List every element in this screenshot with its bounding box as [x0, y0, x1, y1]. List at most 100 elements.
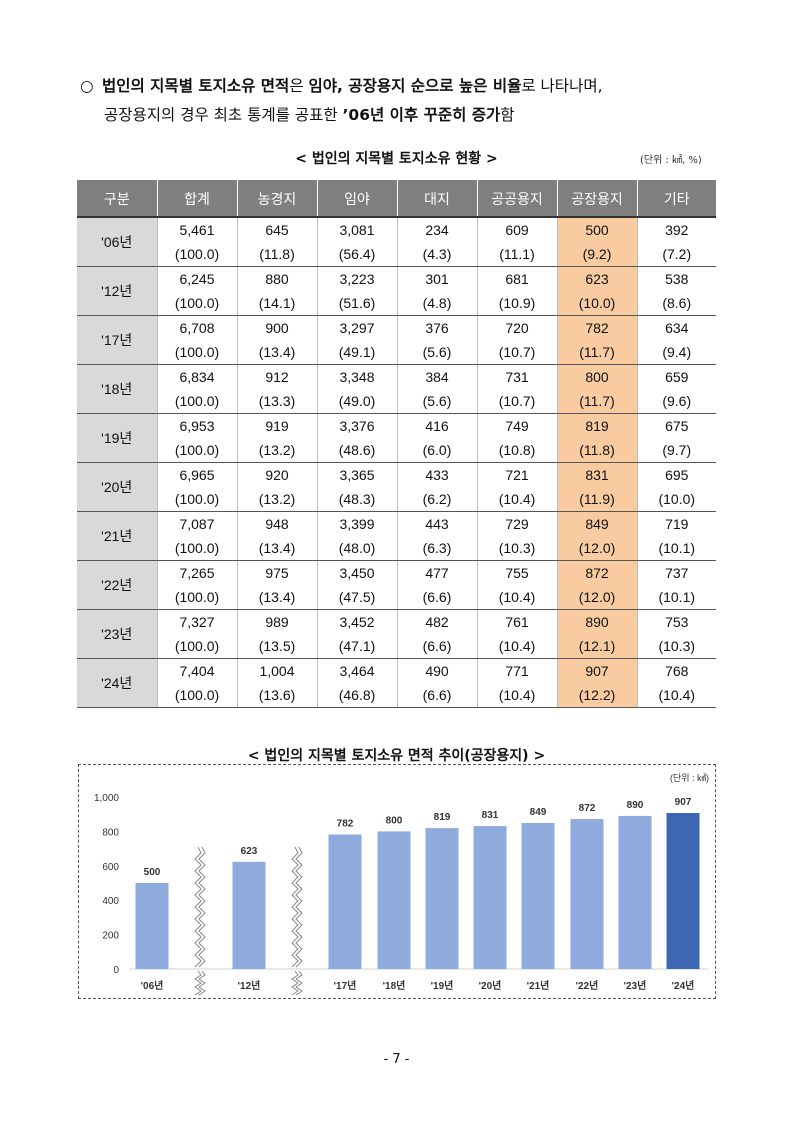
value-cell: 880	[236, 266, 318, 291]
percent-cell: (11.1)	[476, 242, 558, 267]
value-cell: 482	[396, 609, 478, 634]
percent-cell: (48.6)	[316, 438, 398, 463]
value-cell: 731	[476, 364, 558, 389]
value-cell: 681	[476, 266, 558, 291]
value-cell: 782	[556, 315, 638, 340]
value-cell: 7,087	[156, 511, 238, 536]
value-cell: 890	[556, 609, 638, 634]
percent-cell: (100.0)	[156, 634, 238, 659]
table-header-cell: 임야	[316, 180, 398, 218]
table-row-percent: (100.0) (13.3) (49.0) (5.6) (10.7) (11.7) (9.6…	[77, 389, 716, 414]
bullet-mark: ○	[80, 77, 94, 95]
value-cell: 849	[556, 511, 638, 536]
year-cell: '17년	[77, 315, 158, 365]
y-tick-label: 600	[102, 862, 119, 873]
bar	[377, 831, 411, 969]
percent-cell: (100.0)	[156, 585, 238, 610]
table-row: '19년 6,953 919 3,376 416 749 819 675	[77, 413, 716, 463]
value-cell: 761	[476, 609, 558, 634]
percent-cell: (11.8)	[556, 438, 638, 463]
percent-cell: (10.4)	[476, 585, 558, 610]
bar-value-label: 800	[386, 815, 403, 826]
percent-cell: (5.6)	[396, 389, 478, 414]
table-row-percent: (100.0) (13.2) (48.3) (6.2) (10.4) (11.9) (10.…	[77, 487, 716, 512]
percent-cell: (12.0)	[556, 536, 638, 561]
x-tick-label: '17년	[334, 979, 357, 992]
value-cell: 948	[236, 511, 318, 536]
table-row: '21년 7,087 948 3,399 443 729 849 719	[77, 511, 716, 561]
value-cell: 1,004	[236, 658, 318, 683]
value-cell: 749	[476, 413, 558, 438]
percent-cell: (46.8)	[316, 683, 398, 708]
value-cell: 3,223	[316, 266, 398, 291]
chart-unit: (단위 : ㎢)	[670, 773, 709, 783]
value-cell: 6,965	[156, 462, 238, 487]
percent-cell: (11.7)	[556, 340, 638, 365]
value-cell: 912	[236, 364, 318, 389]
table-row-percent: (100.0) (13.4) (47.5) (6.6) (10.4) (12.0) (10.…	[77, 585, 716, 610]
value-cell: 433	[396, 462, 478, 487]
percent-cell: (7.2)	[636, 242, 716, 267]
chart-frame: (단위 : ㎢) 0 200 400 600 800 1,000 500 '06년 623 '12년…	[78, 764, 716, 999]
bar	[135, 883, 169, 969]
bar	[666, 812, 700, 969]
percent-cell: (4.3)	[396, 242, 478, 267]
percent-cell: (13.4)	[236, 536, 318, 561]
summary-line-1: 법인의 지목별 토지소유 면적은 임야, 공장용지 순으로 높은 비율로 나타나…	[80, 72, 730, 101]
percent-cell: (13.2)	[236, 438, 318, 463]
percent-cell: (10.0)	[556, 291, 638, 316]
year-cell: '18년	[77, 364, 158, 414]
table-header-cell: 농경지	[236, 180, 318, 218]
table-header-cell: 합계	[156, 180, 238, 218]
percent-cell: (13.4)	[236, 340, 318, 365]
y-tick-label: 800	[102, 827, 119, 838]
value-cell: 443	[396, 511, 478, 536]
value-cell: 6,708	[156, 315, 238, 340]
value-cell: 768	[636, 658, 716, 683]
table-row: '20년 6,965 920 3,365 433 721 831 695	[77, 462, 716, 512]
percent-cell: (100.0)	[156, 438, 238, 463]
value-cell: 5,461	[156, 217, 238, 242]
percent-cell: (56.4)	[316, 242, 398, 267]
chart-title: < 법인의 지목별 토지소유 면적 추이(공장용지) >	[247, 748, 546, 764]
x-tick-label: '23년	[624, 979, 647, 992]
value-cell: 645	[236, 217, 318, 242]
percent-cell: (48.0)	[316, 536, 398, 561]
percent-cell: (10.4)	[476, 634, 558, 659]
summary-bold-2: 임야, 공장용지 순으로 높은 비율	[308, 77, 522, 95]
percent-cell: (10.4)	[636, 683, 716, 708]
bar-value-label: 890	[627, 800, 644, 811]
table-unit: (단위 : ㎢, %)	[640, 155, 702, 166]
x-tick-label: '19년	[431, 979, 454, 992]
summary-bullet: ○ 법인의 지목별 토지소유 면적은 임야, 공장용지 순으로 높은 비율로 나…	[80, 72, 730, 130]
value-cell: 720	[476, 315, 558, 340]
summary-text-2: 로 나타나며,	[521, 77, 603, 95]
axis-break-mark	[291, 970, 299, 996]
value-cell: 719	[636, 511, 716, 536]
year-cell: '19년	[77, 413, 158, 463]
table-header-cell: 기타	[636, 180, 716, 218]
percent-cell: (100.0)	[156, 389, 238, 414]
percent-cell: (13.2)	[236, 487, 318, 512]
land-ownership-table: 구분 합계 농경지 임야 대지 공공용지 공장용지 기타 '06년 5,461 645 3,081 2…	[77, 180, 716, 708]
percent-cell: (5.6)	[396, 340, 478, 365]
year-cell: '12년	[77, 266, 158, 316]
table-row-percent: (100.0) (13.6) (46.8) (6.6) (10.4) (12.2) (10.…	[77, 683, 716, 708]
bar	[521, 822, 555, 969]
percent-cell: (13.5)	[236, 634, 318, 659]
bar	[473, 826, 507, 969]
percent-cell: (12.2)	[556, 683, 638, 708]
x-tick-label: '21년	[527, 979, 550, 992]
value-cell: 3,399	[316, 511, 398, 536]
y-tick-label: 200	[102, 931, 119, 942]
bar	[618, 815, 652, 969]
percent-cell: (49.0)	[316, 389, 398, 414]
percent-cell: (10.7)	[476, 389, 558, 414]
table-row-percent: (100.0) (11.8) (56.4) (4.3) (11.1) (9.2) (7.2)	[77, 242, 716, 267]
year-cell: '20년	[77, 462, 158, 512]
percent-cell: (6.6)	[396, 634, 478, 659]
percent-cell: (10.8)	[476, 438, 558, 463]
value-cell: 755	[476, 560, 558, 585]
bar-value-label: 849	[530, 807, 547, 818]
value-cell: 3,081	[316, 217, 398, 242]
